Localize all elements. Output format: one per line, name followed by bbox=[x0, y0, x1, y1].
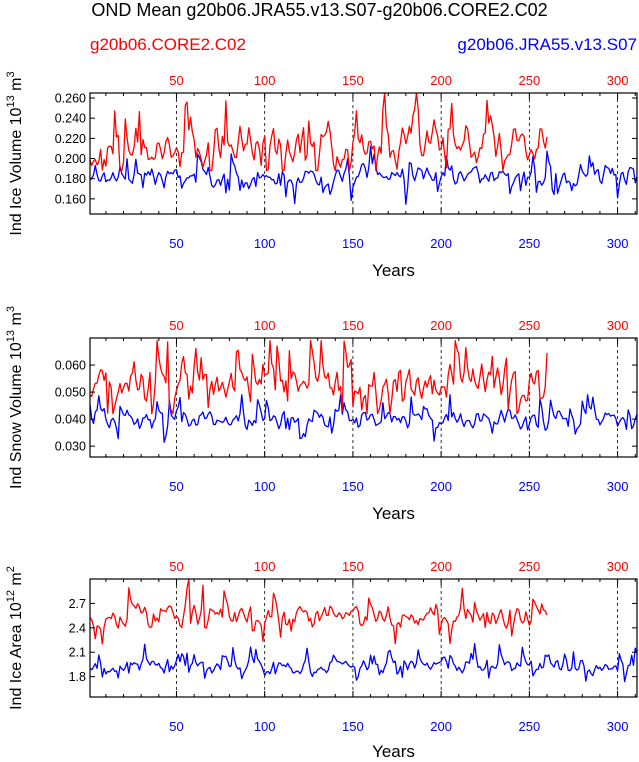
top-x-tick-label: 50 bbox=[169, 318, 183, 333]
bottom-x-tick-label: 100 bbox=[254, 719, 276, 734]
bottom-x-tick-label: 250 bbox=[519, 719, 541, 734]
y-tick-label: 0.050 bbox=[55, 386, 86, 400]
top-x-tick-label: 300 bbox=[607, 73, 629, 88]
plot-frame bbox=[89, 337, 638, 458]
y-tick-label: 0.060 bbox=[55, 359, 86, 373]
legend-jra55-label: g20b06.JRA55.v13.S07 bbox=[457, 35, 637, 54]
top-x-tick-label: 100 bbox=[254, 559, 276, 574]
top-x-tick-label: 200 bbox=[430, 318, 452, 333]
bottom-x-tick-label: 300 bbox=[607, 719, 629, 734]
plot-frame bbox=[89, 578, 638, 698]
jra55-series-line bbox=[89, 394, 638, 443]
y-tick-label: 0.260 bbox=[55, 92, 86, 106]
y-tick-label: 0.030 bbox=[55, 440, 86, 454]
y-tick-label: 0.200 bbox=[55, 152, 86, 166]
x-axis-label: Years bbox=[372, 742, 415, 761]
chart-title: OND Mean g20b06.JRA55.v13.S07-g20b06.COR… bbox=[91, 0, 547, 20]
top-x-tick-label: 250 bbox=[519, 73, 541, 88]
ice-volume-panel: 0.160 0.180 0.200 0.220 0.240 0.260 50 50 100 100… bbox=[5, 71, 638, 280]
y-tick-label: 0.240 bbox=[55, 112, 86, 126]
ice-area-panel: 1.8 2.1 2.4 2.7 50 50 100 100 150 150 200 200 250 250… bbox=[5, 559, 638, 761]
bottom-x-tick-label: 250 bbox=[519, 479, 541, 494]
top-x-tick-label: 150 bbox=[342, 318, 364, 333]
bottom-x-tick-label: 50 bbox=[169, 719, 183, 734]
bottom-x-tick-label: 50 bbox=[169, 479, 183, 494]
y-tick-label: 0.180 bbox=[55, 172, 86, 186]
bottom-x-tick-label: 50 bbox=[169, 236, 183, 251]
bottom-x-tick-label: 200 bbox=[430, 236, 452, 251]
top-x-tick-label: 150 bbox=[342, 559, 364, 574]
top-x-tick-label: 250 bbox=[519, 318, 541, 333]
bottom-x-tick-label: 300 bbox=[607, 479, 629, 494]
bottom-x-tick-label: 150 bbox=[342, 236, 364, 251]
legend-core2-label: g20b06.CORE2.C02 bbox=[90, 35, 246, 54]
y-axis-label: Ind Snow Volume 1013 m3 bbox=[5, 306, 25, 489]
y-tick-label: 0.040 bbox=[55, 413, 86, 427]
top-x-tick-label: 50 bbox=[169, 73, 183, 88]
bottom-x-tick-label: 150 bbox=[342, 719, 364, 734]
x-axis-label: Years bbox=[372, 504, 415, 523]
snow-volume-panel: 0.030 0.040 0.050 0.060 50 50 100 100 150 150 200 2… bbox=[5, 306, 638, 523]
y-tick-label: 2.1 bbox=[69, 646, 86, 660]
y-tick-label: 2.4 bbox=[69, 621, 86, 635]
y-axis-label: Ind Ice Area 1012 m2 bbox=[5, 566, 25, 710]
top-x-tick-label: 100 bbox=[254, 318, 276, 333]
y-tick-label: 2.7 bbox=[69, 597, 86, 611]
bottom-x-tick-label: 100 bbox=[254, 479, 276, 494]
y-tick-label: 0.220 bbox=[55, 132, 86, 146]
y-tick-label: 1.8 bbox=[69, 670, 86, 684]
bottom-x-tick-label: 100 bbox=[254, 236, 276, 251]
top-x-tick-label: 150 bbox=[342, 73, 364, 88]
top-x-tick-label: 300 bbox=[607, 318, 629, 333]
core2-series-line bbox=[89, 340, 548, 415]
y-axis-label: Ind Ice Volume 1013 m3 bbox=[5, 71, 25, 235]
top-x-tick-label: 250 bbox=[519, 559, 541, 574]
x-axis-label: Years bbox=[372, 261, 415, 280]
top-x-tick-label: 50 bbox=[169, 559, 183, 574]
core2-series-line bbox=[89, 578, 548, 645]
jra55-series-line bbox=[89, 145, 638, 205]
bottom-x-tick-label: 250 bbox=[519, 236, 541, 251]
bottom-x-tick-label: 200 bbox=[430, 719, 452, 734]
top-x-tick-label: 100 bbox=[254, 73, 276, 88]
jra55-series-line bbox=[89, 643, 638, 683]
plot-frame bbox=[89, 92, 638, 215]
top-x-tick-label: 200 bbox=[430, 559, 452, 574]
bottom-x-tick-label: 300 bbox=[607, 236, 629, 251]
bottom-x-tick-label: 200 bbox=[430, 479, 452, 494]
bottom-x-tick-label: 150 bbox=[342, 479, 364, 494]
core2-series-line bbox=[89, 92, 548, 172]
top-x-tick-label: 300 bbox=[607, 559, 629, 574]
y-tick-label: 0.160 bbox=[55, 192, 86, 206]
top-x-tick-label: 200 bbox=[430, 73, 452, 88]
